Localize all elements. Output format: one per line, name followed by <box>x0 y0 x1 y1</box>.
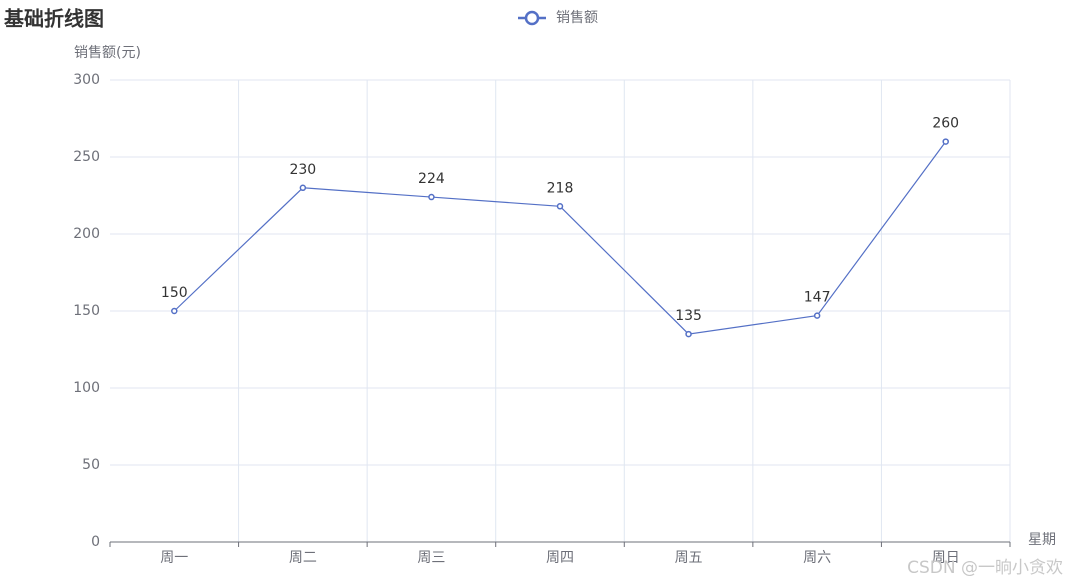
x-tick-label: 周六 <box>803 550 831 566</box>
y-tick-label: 150 <box>73 303 100 319</box>
data-point <box>685 330 692 338</box>
chart-title: 基础折线图 <box>4 7 104 31</box>
y-tick-label: 250 <box>73 149 100 165</box>
data-point <box>813 312 821 319</box>
data-label: 230 <box>289 162 316 178</box>
x-tick-label: 周一 <box>160 550 188 566</box>
legend-marker <box>524 10 540 26</box>
x-tick-label: 周五 <box>675 550 703 566</box>
y-tick-label: 0 <box>91 534 100 550</box>
data-label: 224 <box>418 171 445 187</box>
data-point <box>942 138 949 145</box>
data-label: 260 <box>932 116 959 132</box>
y-tick-label: 300 <box>73 72 100 88</box>
watermark: CSDN @一晌小贪欢 <box>907 558 1063 578</box>
data-label: 218 <box>547 180 574 196</box>
x-tick-label: 周三 <box>417 550 445 566</box>
data-point <box>556 203 564 210</box>
y-tick-label: 100 <box>73 380 100 396</box>
data-label: 150 <box>161 285 188 301</box>
legend-label: 销售额 <box>556 10 598 26</box>
y-tick-label: 200 <box>73 226 100 242</box>
y-axis-label: 销售额(元) <box>74 45 141 61</box>
x-tick-label: 周日 <box>932 550 960 566</box>
y-tick-label: 50 <box>82 457 100 473</box>
x-tick-label: 周二 <box>289 550 317 566</box>
x-tick-label: 周四 <box>546 550 574 566</box>
data-point <box>428 193 435 201</box>
data-point <box>171 307 178 315</box>
data-label: 135 <box>675 308 702 324</box>
data-label: 147 <box>804 290 831 306</box>
data-point <box>299 184 307 192</box>
x-axis-label: 星期 <box>1028 532 1056 548</box>
